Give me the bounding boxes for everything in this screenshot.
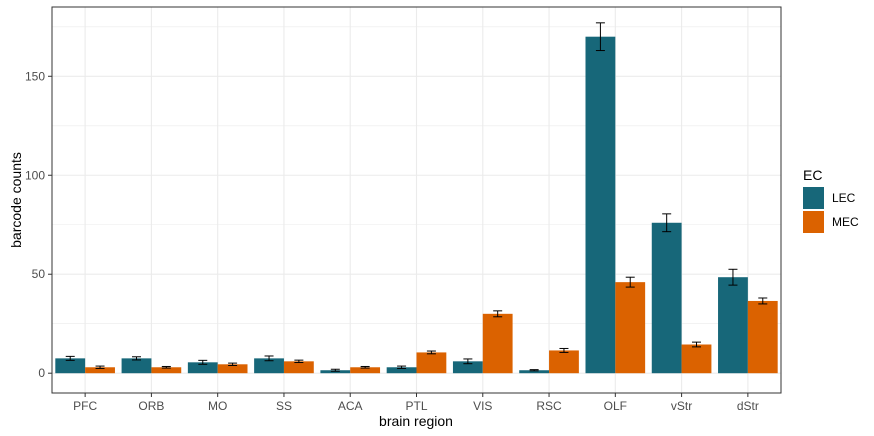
error-bar-MEC-OLF (625, 276, 635, 288)
legend-label-MEC: MEC (832, 215, 859, 229)
x-tick-label: SS (276, 399, 292, 413)
bar-MEC-PTL (416, 352, 447, 374)
y-tick-label: 150 (25, 69, 45, 83)
x-tick-label: ACA (338, 399, 363, 413)
legend-label-LEC: LEC (832, 191, 856, 205)
y-axis-title: barcode counts (8, 152, 24, 248)
error-bar-MEC-MO (228, 362, 238, 366)
bar-LEC-ORB (121, 358, 152, 374)
error-bar-LEC-PTL (397, 365, 407, 369)
bar-LEC-PFC (55, 358, 86, 374)
legend-title: EC (803, 167, 822, 183)
bar-LEC-dStr (718, 277, 748, 374)
error-bar-MEC-SS (294, 359, 304, 364)
error-bar-LEC-OLF (595, 22, 605, 52)
error-bar-LEC-ORB (131, 356, 141, 361)
bar-LEC-OLF (585, 36, 616, 374)
bar-MEC-RSC (549, 350, 579, 374)
y-tick-label: 50 (32, 267, 46, 281)
error-bar-LEC-VIS (463, 358, 473, 365)
error-bar-MEC-vStr (692, 341, 702, 348)
error-bar-MEC-PFC (95, 365, 105, 369)
x-tick-label: MO (208, 399, 227, 413)
x-tick-label: vStr (671, 399, 692, 413)
x-axis-title: brain region (379, 413, 453, 429)
legend: EC LEC MEC (803, 167, 859, 233)
x-tick-label: OLF (604, 399, 627, 413)
error-bar-LEC-SS (264, 355, 274, 362)
y-tick-label: 0 (38, 366, 45, 380)
bar-MEC-VIS (482, 313, 513, 374)
bar-MEC-dStr (747, 300, 778, 374)
error-bar-MEC-ACA (360, 365, 370, 369)
bar-LEC-RSC (519, 370, 550, 374)
bar-MEC-MO (217, 364, 248, 374)
x-tick-label: dStr (737, 399, 759, 413)
bar-MEC-vStr (681, 344, 712, 374)
error-bar-MEC-ORB (161, 365, 171, 369)
x-tick-label: RSC (536, 399, 562, 413)
bar-LEC-MO (187, 362, 218, 374)
error-bar-LEC-RSC (529, 369, 539, 372)
bar-MEC-PFC (85, 367, 115, 374)
error-bar-MEC-VIS (493, 310, 503, 318)
bar-LEC-VIS (452, 361, 483, 374)
error-bar-MEC-PTL (426, 350, 436, 355)
legend-key-LEC (803, 187, 824, 209)
error-bars (65, 22, 768, 372)
error-bar-LEC-vStr (662, 213, 672, 233)
error-bar-MEC-dStr (758, 297, 768, 305)
x-axis-ticks: PFC ORB MO SS ACA PTL VIS RSC OLF vStr dStr (73, 393, 759, 413)
legend-key-MEC (803, 211, 824, 233)
bar-MEC-OLF (615, 282, 646, 374)
bars (55, 36, 778, 374)
y-axis-ticks: 0 50 100 150 (25, 69, 52, 380)
bar-MEC-ACA (350, 367, 381, 374)
error-bar-LEC-ACA (330, 368, 340, 372)
error-bar-MEC-RSC (559, 347, 569, 353)
x-tick-label: PTL (405, 399, 427, 413)
error-bar-LEC-MO (198, 359, 208, 365)
bar-MEC-SS (283, 361, 314, 374)
error-bar-LEC-PFC (65, 355, 75, 361)
bar-LEC-PTL (386, 367, 417, 374)
bar-MEC-ORB (151, 367, 182, 374)
bar-LEC-vStr (651, 222, 682, 374)
error-bar-LEC-dStr (728, 268, 738, 286)
x-tick-label: ORB (138, 399, 164, 413)
x-tick-label: VIS (473, 399, 492, 413)
x-tick-label: PFC (73, 399, 97, 413)
y-tick-label: 100 (25, 168, 45, 182)
bar-LEC-SS (254, 358, 284, 374)
